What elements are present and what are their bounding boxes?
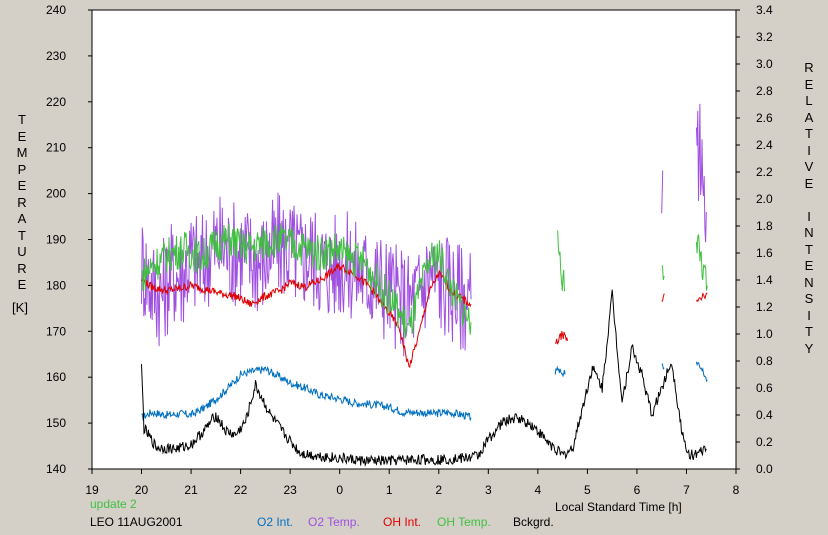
x-tick-label: 19 [85, 483, 99, 497]
y-tick-label-right: 0.2 [756, 435, 773, 449]
y-tick-label-left: 150 [46, 416, 66, 430]
y-tick-label-right: 2.2 [756, 165, 773, 179]
y-tick-label-right: 1.4 [756, 273, 773, 287]
legend-oh-int: OH Int. [383, 515, 422, 529]
y-tick-label-right: 1.0 [756, 327, 773, 341]
series-line-oh-temp- [695, 234, 708, 291]
series-line-o2-int- [695, 361, 708, 383]
x-tick-label: 21 [184, 483, 198, 497]
y-tick-label-left: 180 [46, 278, 66, 292]
y-axis-label-left: T E M P E R A T U R E [16, 112, 28, 292]
x-tick-label: 7 [683, 483, 690, 497]
series-line-oh-int- [141, 262, 472, 369]
legend-o2-int: O2 Int. [257, 515, 294, 529]
y-tick-label-left: 230 [46, 49, 66, 63]
x-ticks: 19 20 21 22 23 0 1 2 3 4 5 6 7 8 [85, 469, 740, 497]
series-group [141, 103, 708, 467]
x-tick-label: 6 [634, 483, 641, 497]
plot-area [91, 9, 737, 470]
x-tick-label: 22 [234, 483, 248, 497]
x-tick-label: 23 [283, 483, 297, 497]
x-tick-label: 3 [485, 483, 492, 497]
y-tick-label-right: 3.4 [756, 3, 773, 17]
station-label: LEO 11AUG2001 [90, 515, 183, 529]
series-line-oh-temp- [557, 230, 566, 292]
y-tick-label-left: 140 [46, 462, 66, 476]
y-tick-label-right: 0.8 [756, 354, 773, 368]
y-tick-label-right: 1.6 [756, 246, 773, 260]
legend-o2-temp: O2 Temp. [308, 515, 360, 529]
y-axis-unit-left: [K] [12, 300, 28, 315]
y-tick-label-right: 1.2 [756, 300, 773, 314]
series-line-o2-temp- [141, 192, 472, 357]
x-axis-label: Local Standard Time [h] [555, 500, 682, 514]
y-ticks-left: 140 150 160 170 180 190 200 210 220 230 240 [46, 3, 92, 476]
y-tick-label-left: 160 [46, 370, 66, 384]
series-line-o2-int- [141, 366, 472, 421]
x-tick-label: 2 [435, 483, 442, 497]
legend-oh-temp: OH Temp. [437, 515, 491, 529]
y-tick-label-left: 200 [46, 187, 66, 201]
series-line-o2-int- [661, 363, 665, 370]
series-line-bckgrd- [141, 289, 707, 467]
y-tick-label-right: 2.6 [756, 111, 773, 125]
y-tick-label-left: 240 [46, 3, 66, 17]
x-tick-label: 20 [135, 483, 149, 497]
y-tick-label-right: 3.2 [756, 30, 773, 44]
series-line-oh-int- [554, 331, 569, 345]
y-tick-label-right: 2.8 [756, 84, 773, 98]
update-label: update 2 [90, 497, 137, 511]
y-tick-label-left: 220 [46, 95, 66, 109]
y-tick-label-right: 1.8 [756, 219, 773, 233]
x-tick-label: 5 [584, 483, 591, 497]
series-line-oh-temp- [141, 223, 472, 339]
y-tick-label-right: 0.4 [756, 408, 773, 422]
y-tick-label-right: 2.4 [756, 138, 773, 152]
series-line-oh-int- [695, 292, 708, 303]
x-tick-label: 4 [535, 483, 542, 497]
y-tick-label-left: 190 [46, 233, 66, 247]
series-line-oh-int- [661, 293, 665, 302]
series-line-oh-temp- [661, 265, 665, 281]
y-ticks-right: 0.0 0.2 0.4 0.6 0.8 1.0 1.2 1.4 1.6 1.8 2.0 2.2 2.4 2… [736, 3, 773, 476]
x-tick-label: 8 [733, 483, 740, 497]
y-tick-label-right: 0.6 [756, 381, 773, 395]
y-tick-label-right: 0.0 [756, 462, 773, 476]
x-tick-label: 1 [386, 483, 393, 497]
y-tick-label-left: 170 [46, 324, 66, 338]
series-line-o2-temp- [661, 170, 664, 214]
series-line-o2-temp- [695, 103, 707, 243]
y-tick-label-left: 210 [46, 141, 66, 155]
y-tick-label-right: 3.0 [756, 57, 773, 71]
y-axis-label-right: R E L A T I V E I N T E N S I T Y [804, 60, 814, 356]
x-tick-label: 0 [336, 483, 343, 497]
series-line-o2-int- [554, 365, 566, 378]
y-tick-label-right: 2.0 [756, 192, 773, 206]
legend-bckgrd: Bckgrd. [513, 515, 554, 529]
